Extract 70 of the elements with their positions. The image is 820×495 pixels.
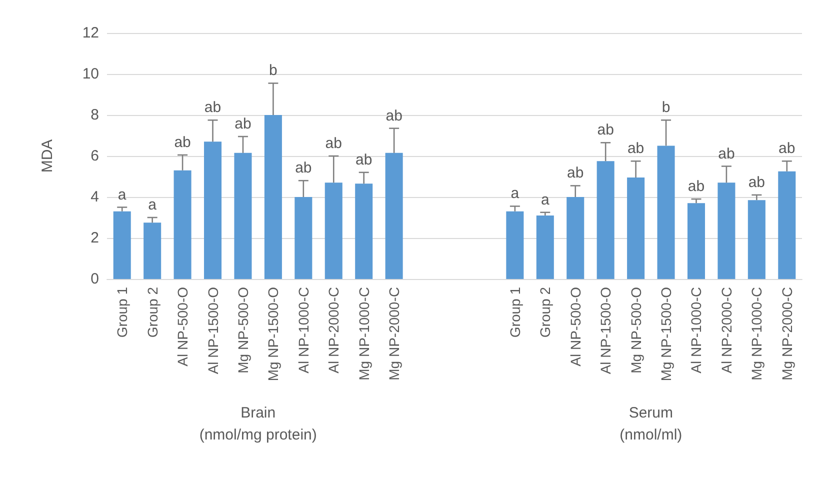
data-label: b — [662, 99, 670, 116]
bar — [657, 146, 675, 279]
data-label: ab — [597, 122, 614, 139]
x-tick-label: Al NP-1000-C — [688, 287, 704, 374]
bar — [536, 215, 554, 279]
x-tick-label: Group 2 — [537, 286, 554, 338]
y-tick-label: 4 — [90, 188, 99, 206]
data-label: ab — [204, 99, 222, 116]
text: Serum (nmol/ml) — [620, 404, 682, 444]
bar — [234, 152, 252, 279]
data-label: b — [269, 62, 278, 80]
bar — [294, 197, 312, 279]
bar — [506, 211, 524, 279]
bar — [627, 178, 645, 279]
data-label: ab — [718, 145, 735, 162]
data-label: ab — [174, 134, 191, 151]
bar — [264, 115, 282, 279]
x-tick-label: Mg NP-1500-O — [658, 286, 674, 382]
x-tick-label: Mg NP-500-O — [628, 286, 644, 374]
data-label: a — [148, 196, 158, 214]
data-label: ab — [234, 116, 252, 133]
data-label: ab — [386, 107, 402, 124]
bar — [144, 222, 162, 279]
data-label: ab — [325, 135, 342, 152]
x-tick-label: Al NP-500-O — [567, 286, 584, 366]
x-tick-label: Mg NP-1500-O — [265, 286, 282, 382]
data-label: ab — [295, 160, 312, 177]
y-tick-label: 6 — [90, 148, 99, 164]
x-tick-label: Mg NP-2000-C — [778, 287, 795, 380]
x-tick-label: Al NP-500-O — [174, 286, 191, 366]
data-label: a — [540, 191, 550, 208]
text: Brain (nmol/mg protein) — [199, 404, 317, 444]
data-label: ab — [627, 140, 644, 158]
data-label: ab — [778, 140, 796, 158]
bar — [596, 161, 614, 279]
y-tick-label: 10 — [82, 66, 99, 82]
bar — [113, 211, 131, 279]
bar — [718, 182, 736, 279]
x-tick-label: Group 1 — [506, 286, 523, 338]
bar — [778, 171, 796, 279]
x-tick-label: Mg NP-1000-C — [356, 287, 372, 380]
y-tick-label: 12 — [82, 24, 99, 42]
y-tick-label: 2 — [90, 230, 99, 246]
bar — [204, 142, 222, 279]
x-tick-label: Al NP-1500-O — [204, 286, 221, 374]
x-tick-label: Al NP-2000-C — [718, 287, 734, 374]
x-tick-label: Mg NP-2000-C — [386, 287, 402, 380]
y-tick-label: 0 — [90, 270, 99, 288]
bar — [687, 203, 705, 279]
x-tick-label: Al NP-2000-C — [326, 287, 342, 374]
data-label: ab — [688, 178, 705, 196]
x-tick-label: Al NP-1000-C — [295, 287, 312, 374]
bar — [324, 182, 342, 279]
x-tick-label: Al NP-1500-O — [598, 286, 614, 374]
x-tick-label: Mg NP-500-O — [234, 286, 251, 374]
y-axis-title: MDA — [39, 139, 56, 173]
bar — [566, 197, 584, 279]
data-label: ab — [567, 164, 584, 182]
x-tick-label: Group 2 — [144, 286, 160, 338]
bar — [748, 200, 766, 279]
x-tick-label: Mg NP-1000-C — [748, 287, 765, 380]
data-label: a — [118, 186, 127, 204]
bar — [174, 170, 192, 279]
bar — [355, 184, 373, 279]
data-label: ab — [748, 174, 766, 191]
data-label: ab — [356, 151, 372, 168]
bar — [385, 152, 403, 279]
x-tick-label: Group 1 — [114, 286, 130, 338]
y-tick-label: 8 — [90, 106, 99, 124]
data-label: a — [510, 185, 520, 202]
